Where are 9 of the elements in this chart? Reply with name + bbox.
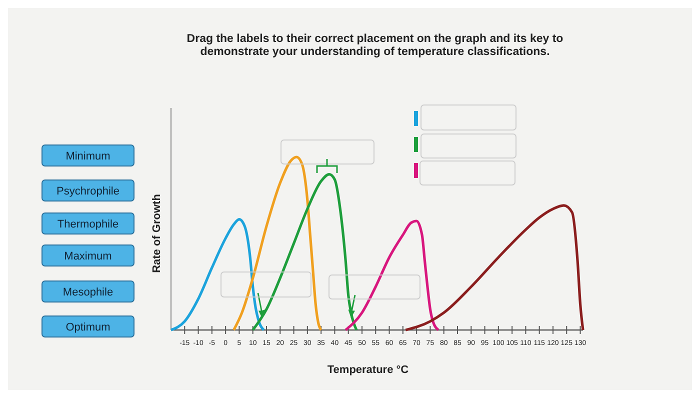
label-button: Mesophile [42, 280, 134, 302]
label-button: Minimum [42, 144, 134, 166]
x-axis-title: Temperature °C [327, 364, 409, 376]
y-axis-title: Rate of Growth [151, 194, 163, 273]
chart-title: Drag the labels to their correct placement on the graph and its key to demonstrate your understanding of temperature classifications. [186, 33, 564, 58]
label-button: Psychrophile [42, 180, 134, 202]
label-button: Optimum [42, 316, 134, 338]
label-button: Thermophile [42, 212, 134, 234]
label-button: Maximum [42, 244, 134, 266]
